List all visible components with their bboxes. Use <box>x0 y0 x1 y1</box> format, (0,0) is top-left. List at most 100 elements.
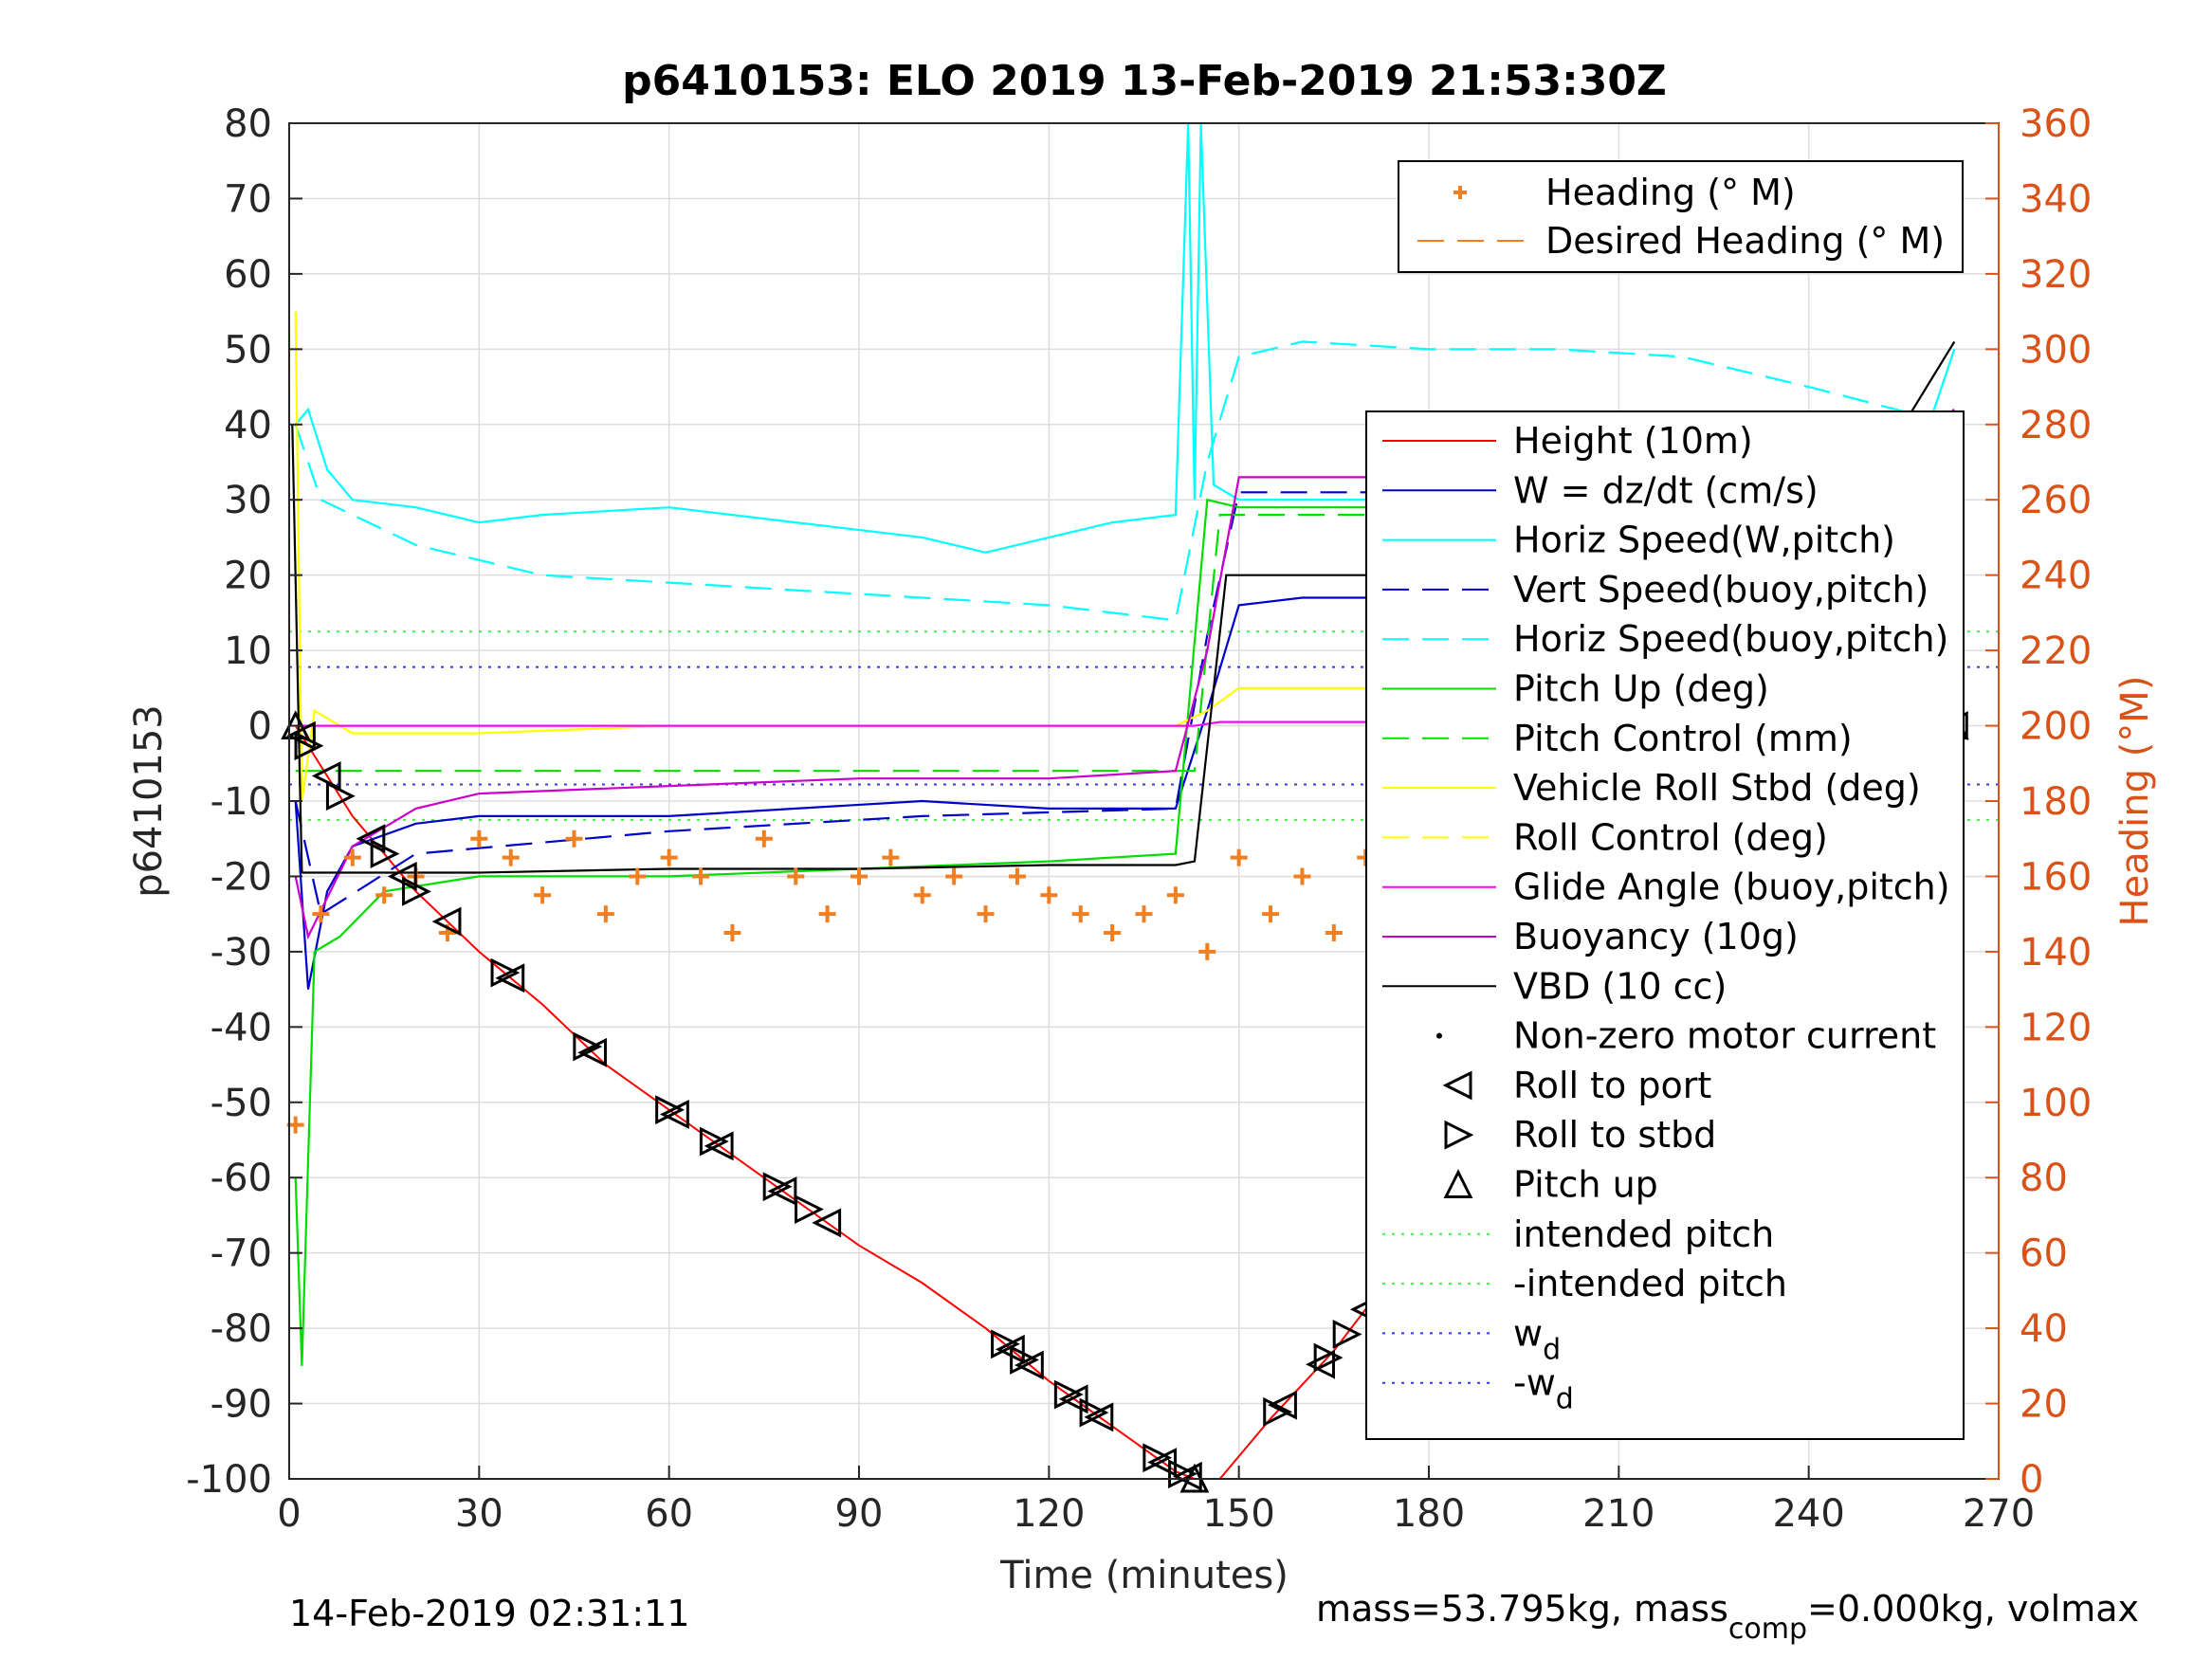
footer-timestamp: 14-Feb-2019 02:31:11 <box>289 1593 690 1634</box>
legend-main-label: -intended pitch <box>1513 1263 1787 1304</box>
y2-tick-label: 20 <box>2020 1383 2068 1427</box>
y-tick-label: -10 <box>210 780 272 824</box>
heading-point <box>1198 942 1216 960</box>
legend-main-entry: W = dz/dt (cm/s) <box>1382 469 1819 511</box>
y2-tick-label: 300 <box>2020 328 2092 372</box>
roll-to-port-marker <box>1268 1390 1297 1420</box>
y-tick-label: -100 <box>186 1458 272 1502</box>
roll-to-stbd-marker <box>1143 1443 1173 1473</box>
legend-main-label: VBD (10 cc) <box>1513 965 1727 1007</box>
y-tick-label: 70 <box>224 177 272 221</box>
heading-point <box>534 886 552 904</box>
heading-point <box>723 924 741 942</box>
roll-to-port-marker <box>577 1037 608 1067</box>
x-tick-label: 270 <box>1963 1492 2035 1536</box>
roll-to-stbd-marker <box>991 1329 1020 1359</box>
y-axis-label: p6410153 <box>127 704 171 898</box>
legend-heading: Heading (° M) Desired Heading (° M) <box>1398 160 1964 273</box>
legend-symbol <box>1436 1032 1442 1039</box>
series-glide-angle-buoy-pitch <box>295 720 1955 727</box>
x-tick-label: 240 <box>1772 1492 1844 1536</box>
legend-main-entry: Pitch Control (mm) <box>1382 718 1853 759</box>
roll-to-stbd-marker <box>402 876 431 906</box>
footer-mass-info: mass=53.795kg, masscomp=0.000kg, volmax <box>1316 1588 2139 1646</box>
y-tick-label: -90 <box>210 1383 272 1427</box>
roll-to-stbd-marker <box>1263 1396 1293 1427</box>
legend-main-entry: Roll Control (deg) <box>1382 816 1828 858</box>
legend-main-label: Horiz Speed(W,pitch) <box>1513 520 1895 561</box>
legend-main-box <box>1365 410 1965 1440</box>
y-tick-label: 10 <box>224 629 272 673</box>
x-tick-label: 60 <box>645 1492 693 1536</box>
y2-tick-label: 340 <box>2020 177 2092 221</box>
y-tick-label: 60 <box>224 253 272 297</box>
heading-point <box>1071 905 1089 923</box>
footer-mass-suffix: =0.000kg, volmax <box>1807 1588 2139 1630</box>
legend-main-label: -wd <box>1513 1362 1574 1416</box>
roll-to-stbd-marker <box>573 1031 603 1062</box>
legend-main-label: Roll to stbd <box>1513 1114 1716 1156</box>
y2-tick-label: 0 <box>2020 1458 2043 1502</box>
legend-main-label: Pitch Control (mm) <box>1513 718 1853 759</box>
footer-mass-subscript: comp <box>1728 1613 1807 1646</box>
heading-point <box>375 886 393 904</box>
y-tick-label: -30 <box>210 931 272 975</box>
y-tick-label: 80 <box>224 102 272 146</box>
x-tick-label: 150 <box>1202 1492 1274 1536</box>
legend-main-entry: Buoyancy (10g) <box>1382 916 1799 957</box>
y-tick-label: -50 <box>210 1082 272 1125</box>
legend-main-entry: Pitch up <box>1443 1164 1658 1206</box>
roll-to-stbd-marker <box>294 731 324 761</box>
y2-tick-label: 60 <box>2020 1232 2068 1276</box>
legend-main-entry: VBD (10 cc) <box>1382 965 1727 1007</box>
y2-tick-label: 200 <box>2020 705 2092 749</box>
legend-symbol <box>1453 186 1467 199</box>
legend-heading-box <box>1398 160 1964 273</box>
y-tick-label: -40 <box>210 1006 272 1049</box>
legend-main-label: Pitch up <box>1513 1164 1658 1206</box>
y2-tick-label: 160 <box>2020 855 2092 899</box>
heading-point <box>850 867 868 885</box>
y2-tick-label: 40 <box>2020 1307 2068 1351</box>
y-tick-label: -70 <box>210 1232 272 1276</box>
heading-point <box>913 886 931 904</box>
legend-main-label: Horiz Speed(buoy,pitch) <box>1513 618 1948 660</box>
heading-point <box>1104 924 1122 942</box>
heading-point <box>1008 867 1026 885</box>
legend-heading-entry: Heading (° M) <box>1453 172 1796 213</box>
y2-axis-label: Heading (°M) <box>2113 676 2157 927</box>
legend-main-label: Vert Speed(buoy,pitch) <box>1513 569 1929 611</box>
y-tick-label: 30 <box>224 479 272 522</box>
series-vert-speed-buoy-pitch <box>294 491 1955 916</box>
roll-to-port-marker <box>812 1208 842 1238</box>
legend-main-entry: Height (10m) <box>1382 420 1753 462</box>
y2-tick-label: 100 <box>2020 1082 2092 1125</box>
heading-point <box>977 905 995 923</box>
legend-main-label: Vehicle Roll Stbd (deg) <box>1513 767 1921 809</box>
heading-point <box>312 905 330 923</box>
roll-to-stbd-marker <box>1010 1345 1039 1375</box>
roll-to-port-marker <box>495 963 525 994</box>
y-tick-label: 20 <box>224 555 272 598</box>
legend-heading-label: Heading (° M) <box>1545 172 1796 213</box>
legend-main-label: Glide Angle (buoy,pitch) <box>1513 866 1950 908</box>
legend-main-entry: Roll to stbd <box>1444 1114 1716 1156</box>
y2-tick-label: 180 <box>2020 780 2092 824</box>
legend-main-entry: Horiz Speed(buoy,pitch) <box>1382 618 1948 660</box>
roll-to-stbd-marker <box>795 1194 824 1225</box>
roll-to-stbd-marker <box>325 781 356 811</box>
roll-to-stbd-marker <box>1053 1379 1084 1410</box>
legend-main-entry: Non-zero motor current <box>1436 1015 1936 1057</box>
roll-to-port-marker <box>1014 1350 1044 1380</box>
y2-tick-label: 260 <box>2020 479 2092 522</box>
roll-to-stbd-marker <box>762 1172 793 1202</box>
heading-point <box>755 830 773 848</box>
legend-main-entry: intended pitch <box>1382 1213 1774 1255</box>
legend-main-label: Roll to port <box>1513 1065 1711 1106</box>
heading-point <box>1325 924 1343 942</box>
legend-main-label: Buoyancy (10g) <box>1513 916 1799 957</box>
roll-to-stbd-marker <box>1332 1320 1362 1349</box>
x-tick-label: 210 <box>1582 1492 1654 1536</box>
y-tick-label: 0 <box>248 705 272 749</box>
